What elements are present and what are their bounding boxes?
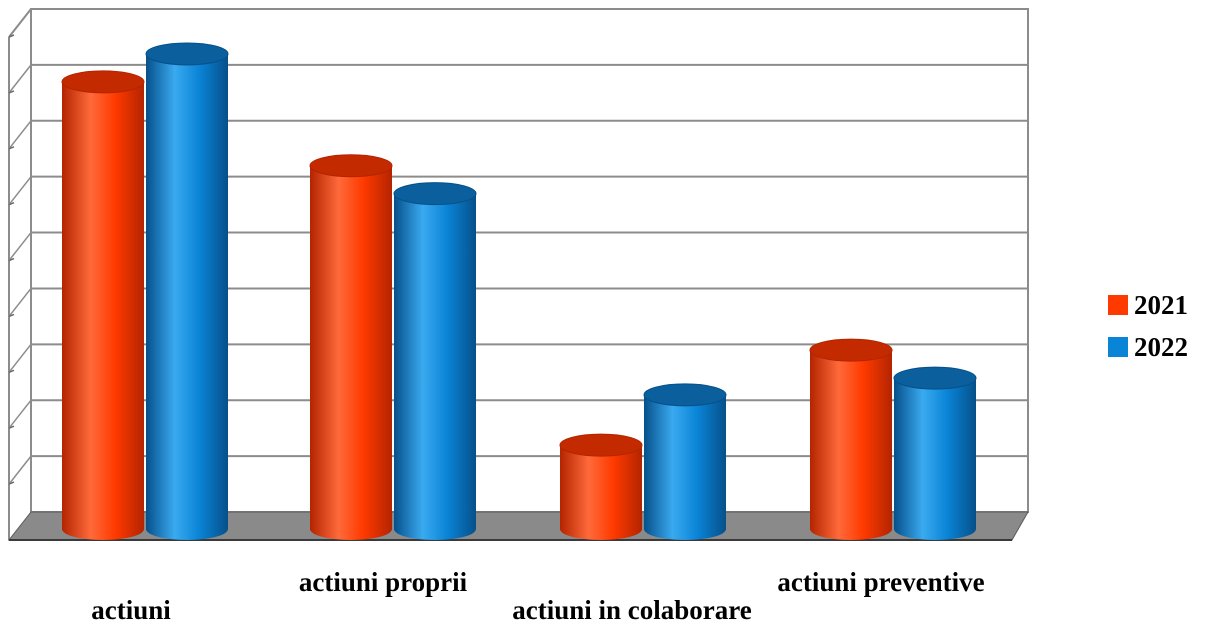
bar-body	[394, 193, 476, 540]
legend-item-2021: 2021	[1108, 284, 1188, 326]
bar-cap	[61, 70, 145, 94]
side-gridline	[8, 64, 32, 94]
category-label-0: actiuni	[91, 595, 171, 625]
chart-floor	[7, 511, 1029, 541]
side-gridline	[8, 8, 32, 38]
side-gridline	[8, 232, 32, 262]
category-labels: actiuni actiuni proprii actiuni in colabor…	[91, 567, 984, 625]
bar-cap	[809, 338, 893, 362]
tick-mark	[8, 146, 15, 150]
side-gridline	[8, 399, 32, 429]
side-gridline	[8, 176, 32, 206]
category-label-1: actiuni proprii	[299, 567, 468, 597]
bar-2022-1	[393, 182, 477, 540]
side-gridline	[8, 343, 32, 373]
bar-cap	[643, 383, 727, 407]
legend: 2021 2022	[1108, 284, 1188, 368]
tick-mark	[8, 369, 15, 374]
bar-body	[560, 445, 642, 540]
tick-mark	[8, 90, 15, 94]
bar-body	[810, 350, 892, 540]
bar-body	[146, 53, 228, 540]
side-gridline	[8, 287, 32, 317]
legend-label-2022: 2022	[1134, 331, 1188, 362]
legend-swatch-2021	[1108, 295, 1128, 315]
bar-2021-0	[61, 70, 145, 540]
bar-body	[894, 378, 976, 540]
bar-2021-1	[309, 154, 393, 540]
category-label-2: actiuni in colaborare	[512, 595, 752, 625]
side-gridline	[8, 120, 32, 150]
bar-cap	[559, 433, 643, 457]
bar-body	[62, 81, 144, 540]
bar-body	[644, 394, 726, 540]
tick-mark	[8, 34, 15, 38]
bar-body	[310, 165, 392, 540]
bar-2022-0	[145, 42, 229, 540]
bar-2021-3	[809, 338, 893, 540]
legend-label-2021: 2021	[1134, 289, 1188, 320]
bar-cap	[393, 182, 477, 206]
bar-2021-2	[559, 433, 643, 540]
bar-2022-2	[643, 383, 727, 540]
legend-item-2022: 2022	[1108, 326, 1188, 368]
bar-cap	[893, 366, 977, 390]
bar-cap	[145, 42, 229, 66]
category-label-3: actiuni preventive	[777, 567, 984, 597]
tick-mark	[8, 201, 15, 206]
tick-mark	[8, 257, 15, 262]
side-gridline	[8, 455, 32, 485]
bar-2022-3	[893, 366, 977, 540]
bar-cap	[309, 154, 393, 178]
tick-mark	[8, 481, 15, 485]
legend-swatch-2022	[1108, 337, 1128, 357]
bars	[61, 42, 977, 540]
tick-mark	[8, 425, 15, 429]
tick-mark	[8, 313, 15, 318]
